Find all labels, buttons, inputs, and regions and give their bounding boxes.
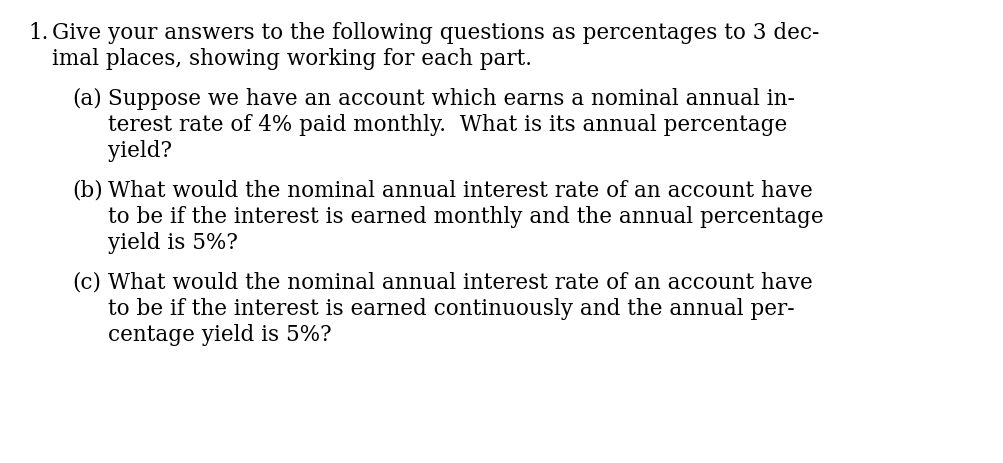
Text: Suppose we have an account which earns a nominal annual in-: Suppose we have an account which earns a… bbox=[108, 88, 794, 110]
Text: terest rate of 4% paid monthly.  What is its annual percentage: terest rate of 4% paid monthly. What is … bbox=[108, 114, 786, 136]
Text: to be if the interest is earned continuously and the annual per-: to be if the interest is earned continuo… bbox=[108, 297, 793, 319]
Text: (a): (a) bbox=[72, 88, 101, 110]
Text: to be if the interest is earned monthly and the annual percentage: to be if the interest is earned monthly … bbox=[108, 206, 822, 227]
Text: yield?: yield? bbox=[108, 140, 172, 162]
Text: imal places, showing working for each part.: imal places, showing working for each pa… bbox=[52, 48, 532, 70]
Text: yield is 5%?: yield is 5%? bbox=[108, 232, 238, 253]
Text: What would the nominal annual interest rate of an account have: What would the nominal annual interest r… bbox=[108, 271, 812, 294]
Text: (b): (b) bbox=[72, 180, 102, 201]
Text: 1.: 1. bbox=[28, 22, 48, 44]
Text: What would the nominal annual interest rate of an account have: What would the nominal annual interest r… bbox=[108, 180, 812, 201]
Text: (c): (c) bbox=[72, 271, 101, 294]
Text: Give your answers to the following questions as percentages to 3 dec-: Give your answers to the following quest… bbox=[52, 22, 818, 44]
Text: centage yield is 5%?: centage yield is 5%? bbox=[108, 323, 331, 345]
